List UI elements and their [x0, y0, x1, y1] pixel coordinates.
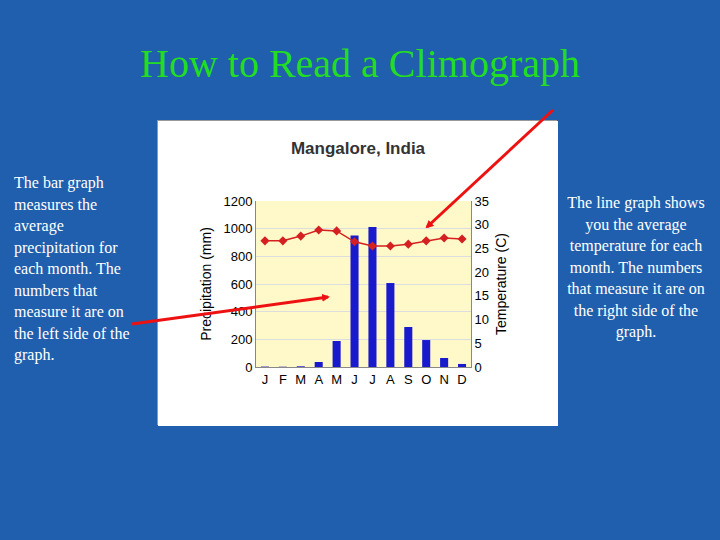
svg-text:5: 5	[475, 336, 482, 351]
svg-text:F: F	[279, 372, 287, 387]
svg-text:N: N	[439, 372, 448, 387]
svg-text:A: A	[314, 372, 323, 387]
svg-text:200: 200	[231, 332, 253, 347]
svg-text:S: S	[404, 372, 413, 387]
svg-text:400: 400	[231, 304, 253, 319]
html-text:How to Read a Climograph: How to Read a Climograph	[140, 41, 580, 86]
svg-text:0: 0	[475, 360, 482, 375]
svg-text:35: 35	[475, 194, 489, 209]
svg-text:M: M	[331, 372, 342, 387]
html-text:The line graph shows you the a: The line graph shows you the average tem…	[567, 194, 705, 340]
svg-text:J: J	[262, 372, 269, 387]
svg-text:1200: 1200	[223, 194, 252, 209]
svg-text:25: 25	[475, 241, 489, 256]
svg-text:Mangalore, India: Mangalore, India	[291, 139, 426, 158]
svg-text:M: M	[295, 372, 306, 387]
svg-text:O: O	[421, 372, 431, 387]
html-text:The bar graph measures the ave: The bar graph measures the average preci…	[14, 174, 130, 363]
svg-text:Precipitation (mm): Precipitation (mm)	[198, 227, 214, 341]
svg-text:J: J	[369, 372, 376, 387]
svg-text:10: 10	[475, 312, 489, 327]
svg-text:20: 20	[475, 265, 489, 280]
svg-text:D: D	[457, 372, 466, 387]
svg-text:800: 800	[231, 249, 253, 264]
svg-text:15: 15	[475, 288, 489, 303]
svg-text:0: 0	[245, 360, 252, 375]
svg-text:1000: 1000	[223, 221, 252, 236]
svg-text:30: 30	[475, 217, 489, 232]
svg-text:A: A	[386, 372, 395, 387]
svg-text:J: J	[351, 372, 358, 387]
svg-text:Temperature (C): Temperature (C)	[493, 233, 509, 335]
svg-text:600: 600	[231, 277, 253, 292]
